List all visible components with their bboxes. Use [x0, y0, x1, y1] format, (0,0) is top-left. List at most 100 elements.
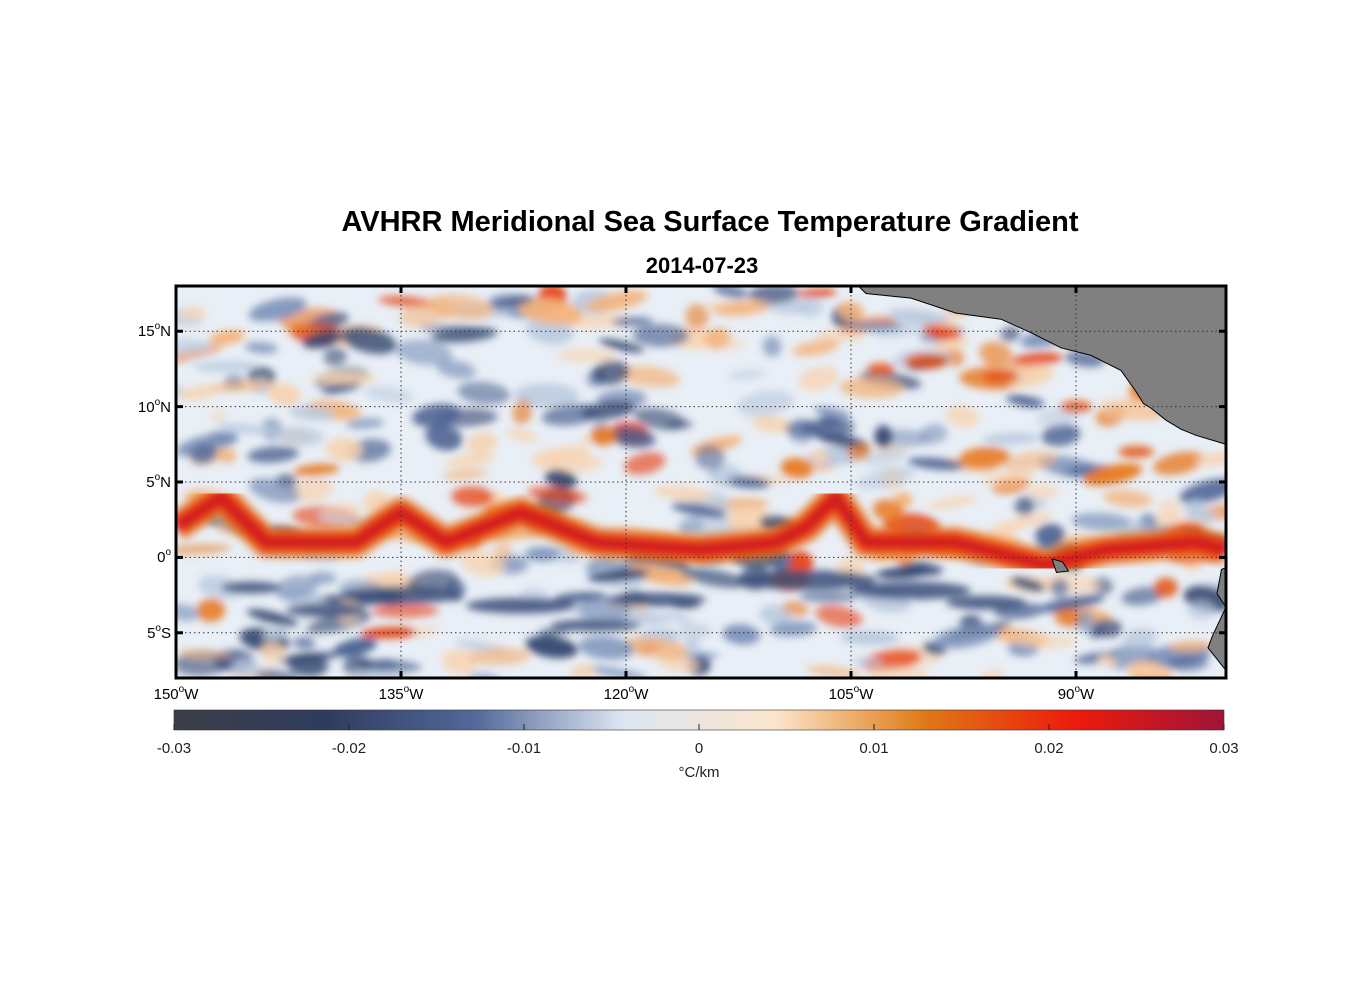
positive-gradient-patch — [493, 540, 513, 560]
negative-gradient-patch — [176, 432, 239, 457]
y-tick-label: 5oN — [146, 472, 171, 491]
positive-gradient-patch — [1054, 609, 1084, 628]
negative-gradient-patch — [633, 407, 686, 431]
positive-gradient-patch — [382, 570, 409, 591]
positive-gradient-patch — [530, 445, 590, 466]
x-tick-label: 90oW — [1057, 684, 1095, 703]
positive-gradient-patch — [176, 544, 232, 555]
positive-gradient-patch — [590, 426, 617, 446]
positive-gradient-patch — [931, 337, 970, 352]
negative-gradient-patch — [491, 297, 533, 308]
positive-gradient-patch — [209, 329, 246, 345]
positive-gradient-patch — [325, 437, 362, 462]
negative-gradient-patch — [587, 569, 650, 583]
negative-gradient-patch — [333, 637, 378, 657]
negative-gradient-patch — [216, 423, 276, 435]
negative-gradient-patch — [1092, 618, 1123, 638]
chart-title: AVHRR Meridional Sea Surface Temperature… — [341, 206, 1079, 238]
cold-tongue-patch — [946, 595, 1026, 610]
negative-gradient-patch — [1050, 578, 1069, 597]
positive-gradient-patch — [179, 384, 220, 401]
negative-gradient-patch — [425, 424, 463, 451]
positive-gradient-patch — [284, 324, 326, 335]
positive-gradient-patch — [685, 303, 709, 330]
positive-gradient-patch — [460, 549, 506, 577]
warm-patch — [867, 362, 895, 375]
negative-gradient-patch — [598, 338, 645, 353]
negative-gradient-patch — [1000, 326, 1021, 342]
colorbar-tick-label: -0.03 — [156, 740, 192, 757]
positive-gradient-patch — [1153, 451, 1205, 475]
negative-gradient-patch — [430, 326, 498, 343]
x-tick-label: 120oW — [603, 684, 649, 703]
warm-patch — [1154, 577, 1178, 598]
positive-gradient-patch — [451, 486, 494, 507]
negative-gradient-patch — [176, 604, 200, 621]
negative-gradient-patch — [1010, 577, 1046, 592]
positive-gradient-patch — [1083, 463, 1143, 486]
positive-gradient-patch — [658, 654, 700, 673]
negative-gradient-patch — [728, 369, 766, 380]
negative-gradient-patch — [578, 635, 635, 660]
y-tick-label: 15oN — [137, 321, 171, 341]
positive-gradient-patch — [806, 665, 862, 678]
colorbar-tick-label: 0.03 — [1209, 740, 1239, 757]
negative-gradient-patch — [412, 403, 461, 428]
negative-gradient-patch — [722, 624, 761, 645]
negative-gradient-patch — [513, 383, 580, 408]
positive-gradient-patch — [926, 496, 978, 510]
negative-gradient-patch — [581, 400, 636, 420]
positive-gradient-patch — [780, 457, 814, 479]
negative-gradient-patch — [982, 432, 1040, 445]
colorbar-unit-label: °C/km — [678, 764, 720, 781]
colorbar-tick-label: 0.01 — [859, 740, 889, 757]
positive-gradient-patch — [512, 399, 533, 425]
positive-gradient-patch — [196, 598, 226, 623]
negative-gradient-patch — [671, 502, 727, 519]
negative-gradient-patch — [874, 425, 893, 449]
positive-gradient-patch — [412, 624, 439, 637]
positive-gradient-patch — [1195, 452, 1226, 466]
negative-gradient-patch — [851, 657, 884, 668]
negative-gradient-patch — [1014, 496, 1035, 516]
negative-gradient-patch — [1076, 611, 1096, 633]
positive-gradient-patch — [815, 330, 865, 342]
negative-gradient-patch — [814, 406, 852, 420]
positive-gradient-patch — [1027, 485, 1059, 499]
positive-gradient-patch — [312, 372, 377, 384]
negative-gradient-patch — [1038, 594, 1105, 613]
negative-gradient-patch — [323, 347, 347, 366]
negative-gradient-patch — [246, 609, 299, 627]
negative-gradient-patch — [1184, 499, 1206, 516]
negative-gradient-patch — [1071, 512, 1134, 532]
positive-gradient-patch — [982, 469, 1035, 489]
cold-tongue-patch — [851, 581, 971, 600]
negative-gradient-patch — [302, 330, 343, 349]
positive-gradient-patch — [177, 649, 232, 659]
y-tick-label: 10oN — [137, 396, 171, 416]
positive-gradient-patch — [441, 649, 478, 674]
negative-gradient-patch — [681, 567, 748, 588]
negative-gradient-patch — [840, 630, 900, 646]
positive-gradient-patch — [751, 415, 793, 433]
negative-gradient-patch — [785, 420, 824, 438]
colorbar-tick-label: 0 — [694, 740, 704, 757]
positive-gradient-patch — [713, 300, 770, 317]
positive-gradient-patch — [622, 636, 689, 659]
negative-gradient-patch — [583, 665, 648, 678]
positive-gradient-patch — [1103, 489, 1153, 508]
negative-gradient-patch — [611, 317, 654, 326]
galapagos-island — [1051, 558, 1070, 574]
negative-gradient-patch — [933, 623, 1001, 649]
negative-gradient-patch — [887, 308, 950, 324]
positive-gradient-patch — [837, 301, 865, 321]
negative-gradient-patch — [544, 469, 578, 489]
warm-patch — [983, 369, 1019, 384]
cold-tongue-patch — [341, 586, 461, 605]
positive-gradient-patch — [585, 290, 648, 313]
positive-gradient-patch — [210, 410, 227, 423]
negative-gradient-patch — [245, 341, 278, 354]
positive-gradient-patch — [442, 469, 489, 480]
negative-gradient-patch — [247, 446, 299, 463]
